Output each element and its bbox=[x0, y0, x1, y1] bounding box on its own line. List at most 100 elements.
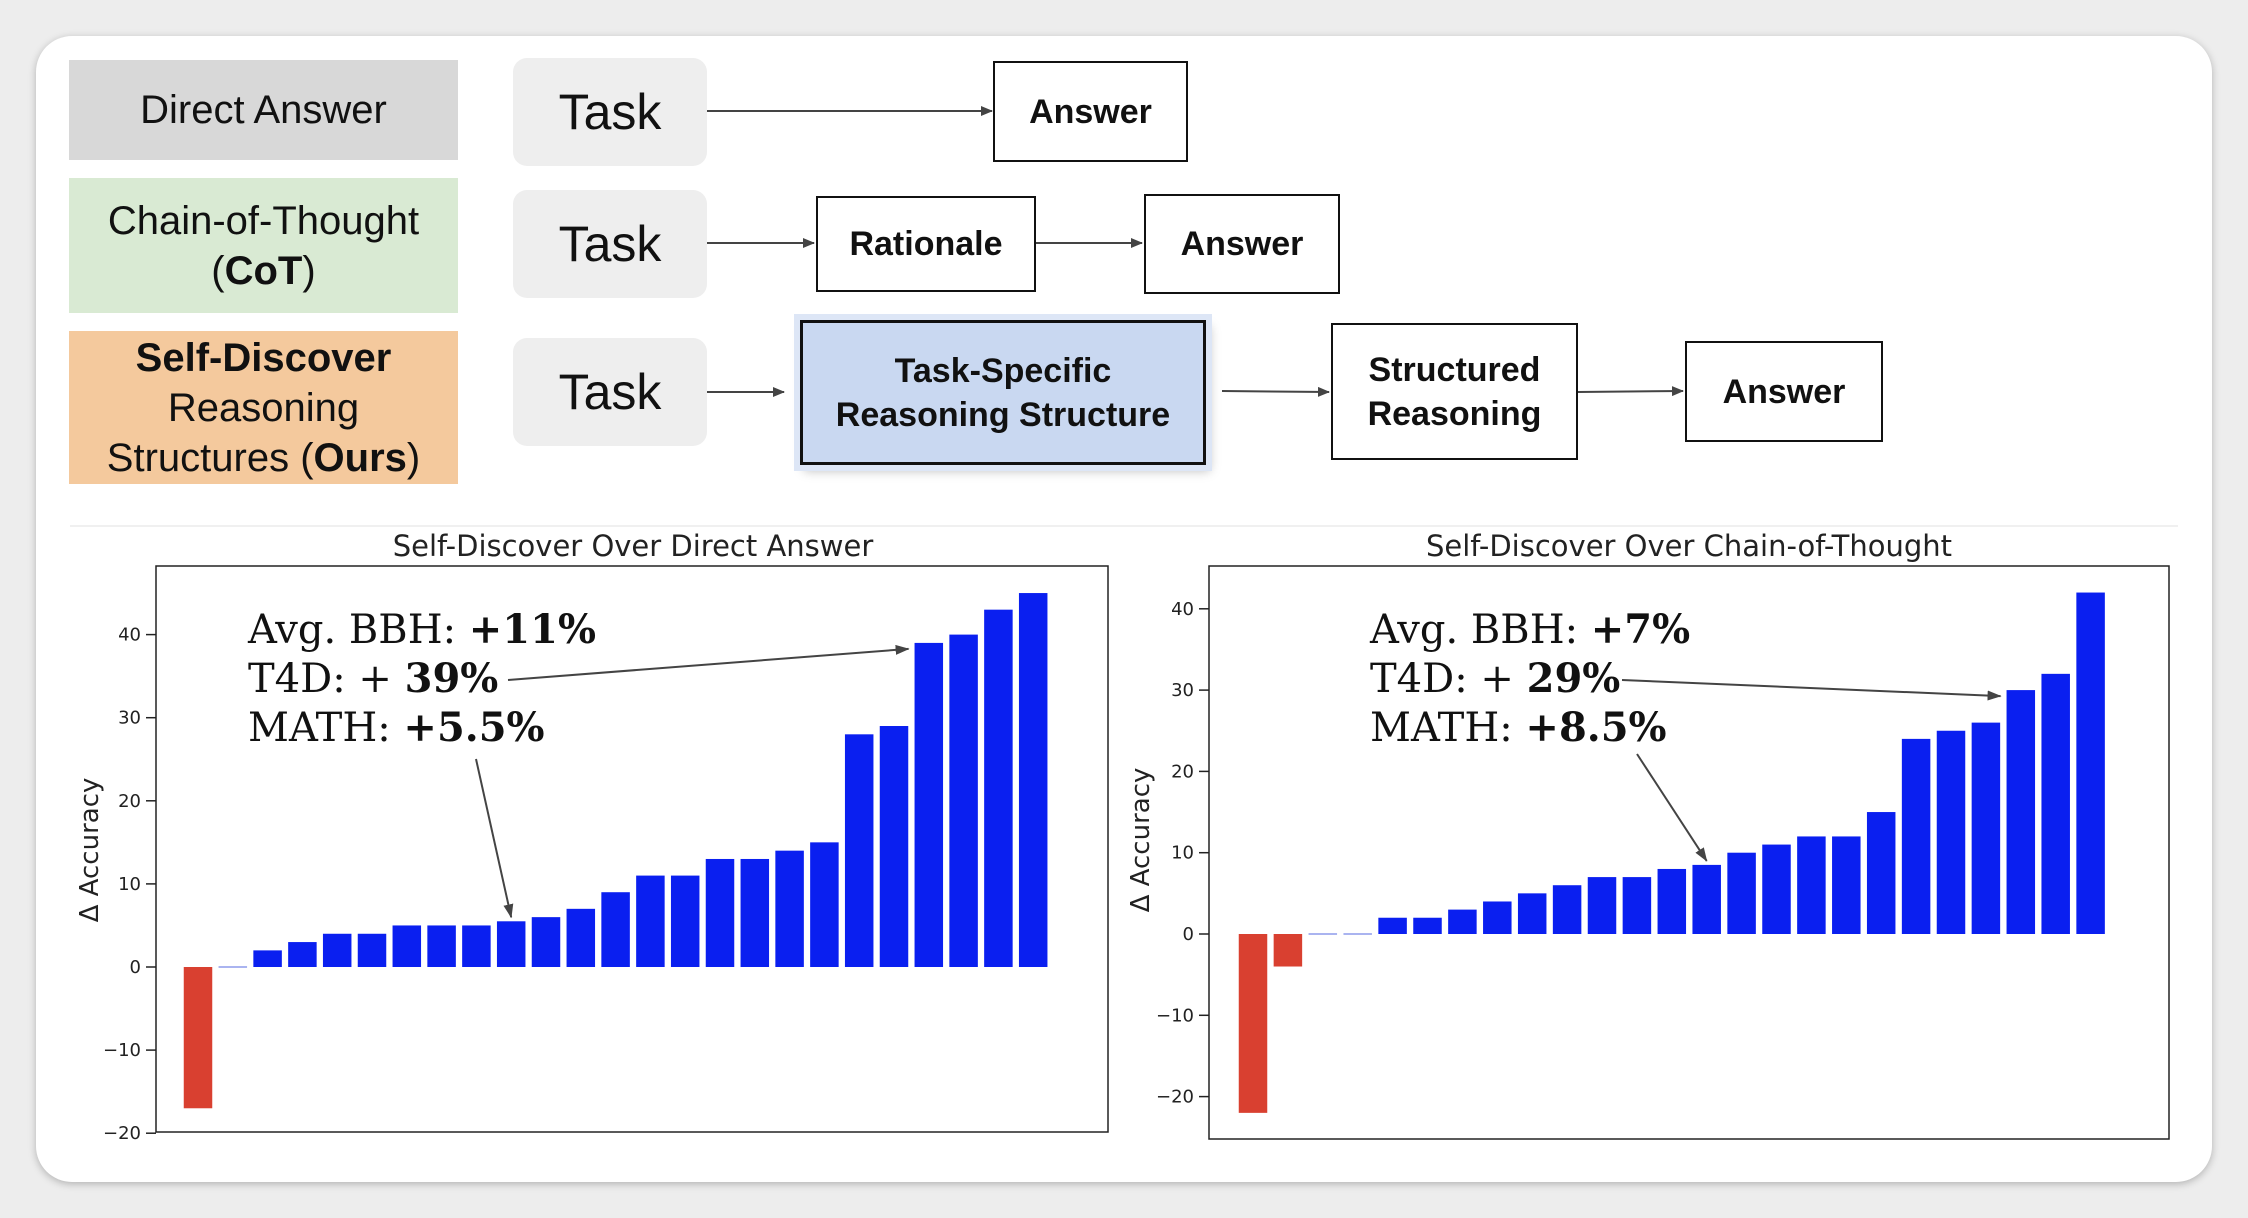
bar bbox=[1832, 836, 1861, 934]
section-divider bbox=[70, 525, 2178, 527]
bar bbox=[1308, 933, 1338, 935]
annotation-t4d-value: 39% bbox=[405, 655, 499, 702]
chart-title: Self-Discover Over Direct Answer bbox=[393, 529, 874, 563]
annotation-bbh-label: Avg. BBH: bbox=[247, 607, 469, 653]
annotation-math-value: +8.5% bbox=[1525, 704, 1666, 751]
bar bbox=[1866, 812, 1896, 934]
y-tick-label: 10 bbox=[118, 874, 141, 895]
bar bbox=[1273, 934, 1303, 967]
method-chain-of-thought: Chain-of-Thought (CoT) bbox=[69, 178, 458, 313]
bar bbox=[636, 875, 665, 967]
cot-open-paren: ( bbox=[211, 248, 225, 293]
annotation-pointer bbox=[1636, 753, 1708, 862]
bar bbox=[1483, 901, 1512, 934]
plot-frame bbox=[1208, 565, 2170, 1140]
bar bbox=[2006, 690, 2036, 934]
y-tick-label: 10 bbox=[1171, 843, 1194, 864]
row2-answer-box: Answer bbox=[1144, 194, 1340, 294]
plot-frame bbox=[155, 565, 1109, 1133]
y-tick-label: 30 bbox=[1171, 680, 1194, 701]
structure-line1: Task-Specific bbox=[894, 351, 1112, 390]
y-tick-label: −20 bbox=[1156, 1087, 1194, 1108]
row2-task-box: Task bbox=[513, 190, 707, 298]
chart-title: Self-Discover Over Chain-of-Thought bbox=[1426, 529, 1952, 563]
bar bbox=[1622, 877, 1652, 934]
method-cot-line1: Chain-of-Thought bbox=[107, 198, 420, 243]
bar bbox=[1692, 864, 1721, 934]
bar bbox=[914, 642, 944, 967]
annotation-t4d: T4D: + 29% bbox=[1370, 655, 1620, 702]
arrow-structure-to-reasoning bbox=[1221, 386, 1330, 397]
bar bbox=[253, 950, 282, 967]
bar bbox=[810, 842, 839, 967]
annotation-pointer bbox=[1621, 679, 2002, 701]
annotation-math-label: MATH: bbox=[1370, 705, 1525, 751]
row1-answer-label: Answer bbox=[1029, 92, 1152, 131]
row2-rationale-label: Rationale bbox=[849, 225, 1003, 263]
structure-line2: Reasoning Structure bbox=[835, 395, 1171, 434]
bar bbox=[1413, 917, 1442, 934]
annotation-bbh: Avg. BBH: +11% bbox=[247, 606, 596, 653]
task-specific-structure-box: Task-Specific Reasoning Structure bbox=[800, 320, 1206, 465]
bar bbox=[601, 892, 630, 967]
annotation-bbh: Avg. BBH: +7% bbox=[1369, 606, 1690, 653]
bar bbox=[288, 942, 317, 967]
method-cot-line2: (CoT) bbox=[211, 246, 315, 296]
reasoning-line2: Reasoning bbox=[1367, 394, 1542, 433]
bar bbox=[1901, 738, 1931, 934]
bar bbox=[1378, 917, 1407, 934]
bar bbox=[670, 875, 700, 967]
row3-answer-box: Answer bbox=[1685, 341, 1883, 442]
annotation-bbh-label: Avg. BBH: bbox=[1369, 607, 1591, 653]
method-direct-label: Direct Answer bbox=[140, 88, 387, 132]
bar bbox=[949, 634, 978, 967]
annotation-t4d-value: 29% bbox=[1527, 655, 1621, 702]
annotation-math: MATH: +8.5% bbox=[1370, 704, 1667, 751]
annotation-math-label: MATH: bbox=[248, 705, 403, 751]
bar bbox=[566, 908, 596, 967]
row2-task-label: Task bbox=[558, 216, 662, 272]
bar bbox=[1552, 885, 1582, 934]
y-axis-label: Δ Accuracy bbox=[75, 778, 105, 923]
row3-answer-label: Answer bbox=[1722, 372, 1846, 411]
y-tick-label: 40 bbox=[118, 625, 141, 646]
bar bbox=[775, 850, 804, 967]
bar bbox=[1238, 934, 1268, 1113]
bar bbox=[1657, 868, 1687, 934]
bar bbox=[1762, 844, 1791, 934]
bar bbox=[427, 925, 456, 967]
y-tick-label: 40 bbox=[1171, 599, 1194, 620]
y-tick-label: −20 bbox=[103, 1123, 141, 1144]
bar bbox=[844, 734, 874, 967]
row2-rationale-box: Rationale bbox=[816, 196, 1036, 292]
cot-close-paren: ) bbox=[302, 248, 316, 293]
bar bbox=[1343, 933, 1372, 935]
row2-answer-label: Answer bbox=[1180, 225, 1304, 263]
bar bbox=[705, 858, 735, 967]
structured-reasoning-box: Structured Reasoning bbox=[1331, 323, 1578, 460]
annotation-math: MATH: +5.5% bbox=[248, 704, 545, 751]
row1-task-label: Task bbox=[558, 84, 662, 140]
method-self-line3: Structures (Ours) bbox=[107, 433, 420, 483]
bar bbox=[322, 933, 352, 967]
arrow-reasoning-to-answer bbox=[1577, 386, 1684, 397]
bar bbox=[1587, 877, 1617, 934]
annotation-math-value: +5.5% bbox=[403, 704, 544, 751]
bar bbox=[879, 726, 909, 967]
y-tick-label: −10 bbox=[103, 1040, 141, 1061]
method-self-line1: Self-Discover bbox=[135, 335, 392, 380]
self-line3-post: ) bbox=[406, 435, 421, 480]
bar bbox=[1971, 722, 2001, 934]
row1-answer-box: Answer bbox=[993, 61, 1188, 162]
annotation-pointer bbox=[475, 758, 514, 919]
annotation-bbh-value: +7% bbox=[1591, 606, 1690, 653]
bar bbox=[1727, 852, 1756, 934]
annotation-pointer bbox=[507, 644, 910, 681]
bar bbox=[531, 917, 561, 967]
row3-task-label: Task bbox=[558, 364, 662, 420]
bar bbox=[496, 921, 526, 967]
bar bbox=[183, 967, 213, 1109]
bar bbox=[218, 966, 248, 968]
